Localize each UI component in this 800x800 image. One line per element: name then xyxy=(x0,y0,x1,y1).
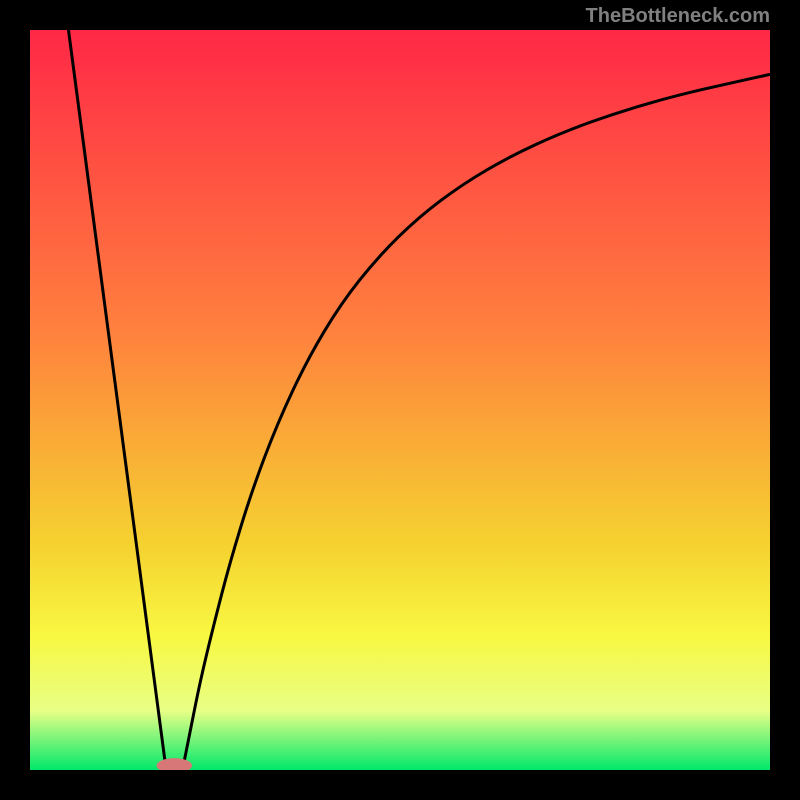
chart-svg xyxy=(30,30,770,770)
chart-background xyxy=(30,30,770,770)
chart-container xyxy=(30,30,770,770)
watermark-text: TheBottleneck.com xyxy=(586,5,770,28)
